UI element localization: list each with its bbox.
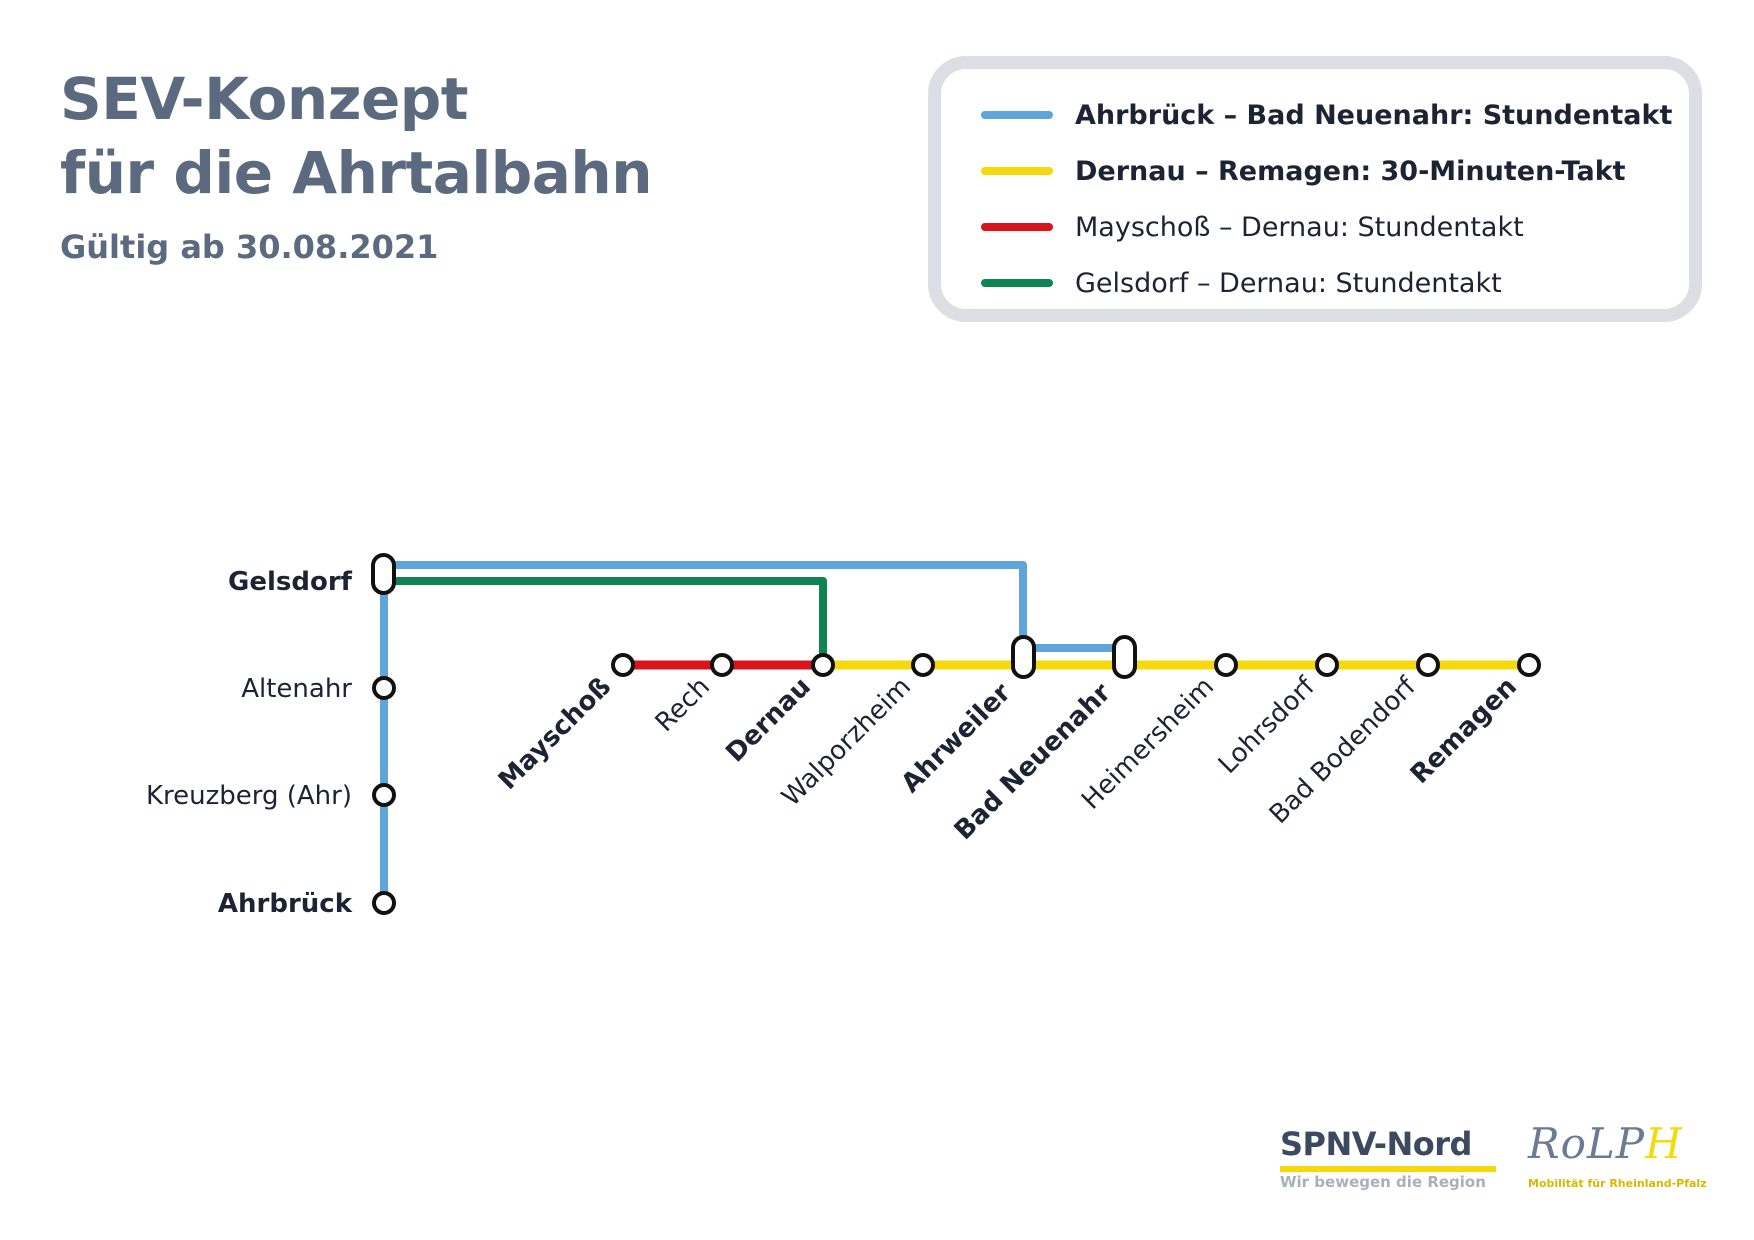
legend-label-blue: Ahrbrück – Bad Neuenahr: Stundentakt [1075,99,1673,131]
station-bad-neuenahr-marker [1112,635,1137,679]
station-gelsdorf-label: Gelsdorf [228,567,353,597]
station-mayschoss-label: Mayschoß [493,672,617,796]
legend-swatch-yellow [981,167,1053,175]
title-line-2: für die Ahrtalbahn [60,139,653,207]
legend-label-yellow: Dernau – Remagen: 30-Minuten-Takt [1075,155,1626,187]
validity-subtitle: Gültig ab 30.08.2021 [60,228,439,266]
legend-swatch-green [981,279,1053,287]
station-ahrweiler-marker [1011,635,1036,679]
station-walporzheim-marker [911,653,935,677]
station-altenahr-label: Altenahr [241,674,352,704]
spnv-nord-logo: SPNV-Nord [1280,1125,1472,1163]
station-remagen-label: Remagen [1405,672,1523,790]
station-lohrsdorf-label: Lohrsdorf [1213,671,1322,780]
station-heimersheim-marker [1214,653,1238,677]
station-dernau-marker [811,653,835,677]
station-altenahr-marker [372,676,396,700]
legend-box: Ahrbrück – Bad Neuenahr: Stundentakt Der… [928,56,1702,322]
title-line-1: SEV-Konzept [60,65,469,133]
rolph-logo: RoLPH [1528,1119,1683,1168]
route-green-gelsdorf-dernau [384,577,827,665]
legend-item-green: Gelsdorf – Dernau: Stundentakt [981,263,1502,303]
station-kreuzberg-label: Kreuzberg (Ahr) [146,781,352,811]
station-remagen-marker [1517,653,1541,677]
station-bad-bodendorf-marker [1416,653,1440,677]
rolph-tagline: Mobilität für Rheinland-Pfalz [1528,1177,1707,1190]
station-rech-label: Rech [650,672,716,738]
spnv-nord-underline [1280,1166,1496,1172]
footer-logos: SPNV-Nord Wir bewegen die Region RoLPH M… [1280,1119,1730,1195]
legend-swatch-red [981,223,1053,231]
legend-item-yellow: Dernau – Remagen: 30-Minuten-Takt [981,151,1626,191]
spnv-nord-tagline: Wir bewegen die Region [1280,1173,1486,1191]
page-title: SEV-Konzept für die Ahrtalbahn [60,62,653,210]
legend-item-red: Mayschoß – Dernau: Stundentakt [981,207,1524,247]
station-ahrbrueck-label: Ahrbrück [218,889,353,919]
legend-label-green: Gelsdorf – Dernau: Stundentakt [1075,267,1502,299]
legend-swatch-blue [981,111,1053,119]
legend-label-red: Mayschoß – Dernau: Stundentakt [1075,211,1524,243]
station-lohrsdorf-marker [1315,653,1339,677]
station-ahrbrueck-marker [372,891,396,915]
legend-item-blue: Ahrbrück – Bad Neuenahr: Stundentakt [981,95,1672,135]
station-rech-marker [710,653,734,677]
station-mayschoss-marker [611,653,635,677]
station-gelsdorf-marker [371,553,396,595]
station-kreuzberg-marker [372,783,396,807]
station-dernau-label: Dernau [720,672,817,769]
